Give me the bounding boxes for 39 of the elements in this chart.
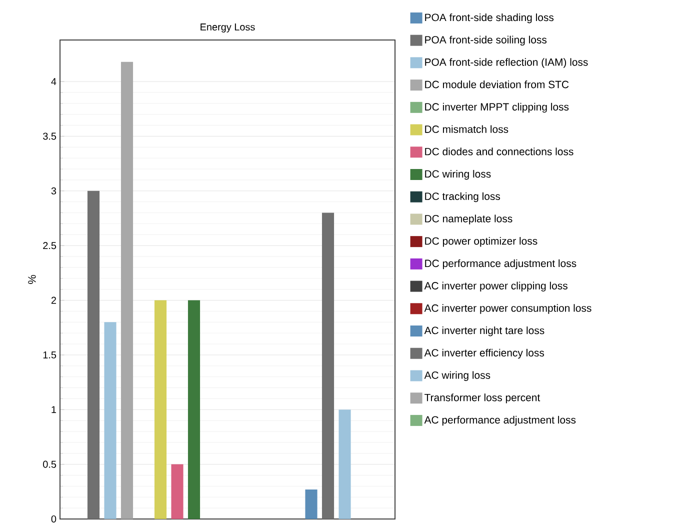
bar [338,410,351,519]
legend-label: DC inverter MPPT clipping loss [425,102,569,113]
chart-title: Energy Loss [200,24,255,32]
y-tick-label: 3 [51,187,56,194]
y-axis-title: % [28,275,36,284]
bar [154,300,167,519]
y-tick-label: 1.5 [43,351,56,358]
legend-label: AC inverter efficiency loss [424,348,544,359]
y-tick-label: 0.5 [43,460,56,468]
bar [171,464,184,519]
legend-label: AC performance adjustment loss [424,416,576,426]
bar [87,190,100,519]
y-tick-label: 4 [51,78,56,85]
legend-label: DC tracking loss [425,192,500,202]
legend-label: AC inverter power consumption loss [424,304,592,314]
legend-label: POA front-side soiling loss [425,36,547,46]
legend-label: DC performance adjustment loss [425,259,576,270]
legend-label: DC nameplate loss [425,214,512,224]
legend-label: DC wiring loss [425,170,491,180]
legend-label: POA front-side reflection (IAM) loss [425,58,588,68]
legend-label: AC inverter power clipping loss [424,282,568,292]
legend-label: DC diodes and connections loss [425,148,574,156]
y-tick-label: 3.5 [43,132,56,140]
bar [305,489,318,519]
y-tick-label: 0 [51,515,56,523]
bar [104,322,116,519]
legend-label: DC power optimizer loss [425,237,538,247]
legend-label: Transformer loss percent [424,394,540,404]
legend-label: DC mismatch loss [425,125,508,133]
y-tick-label: 1 [52,406,56,414]
legend-label: AC inverter night tare loss [424,326,544,336]
bar [120,62,134,519]
bar [322,212,334,519]
legend-label: DC module deviation from STC [425,80,569,88]
legend-label: POA front-side shading loss [425,13,554,24]
y-tick-label: 2 [51,296,56,304]
y-tick-label: 2.5 [43,242,56,250]
legend-label: AC wiring loss [424,371,490,381]
bar [188,300,200,519]
